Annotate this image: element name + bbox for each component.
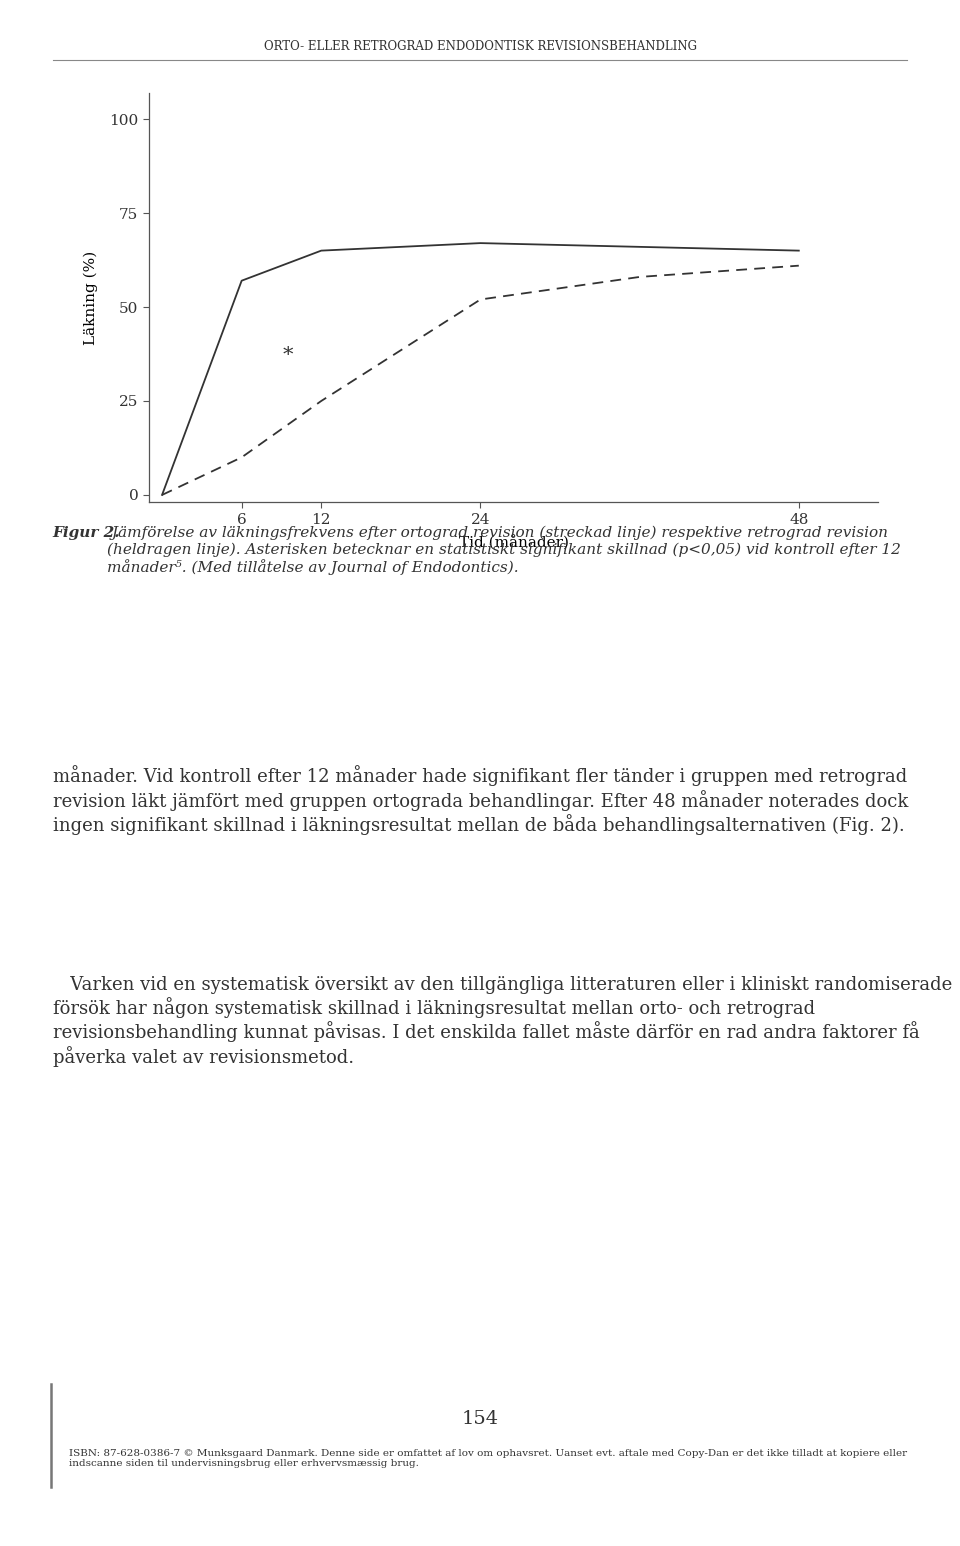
Y-axis label: Läkning (%): Läkning (%) bbox=[84, 250, 98, 345]
Text: Jämförelse av läkningsfrekvens efter ortograd revision (streckad linje) respekti: Jämförelse av läkningsfrekvens efter ort… bbox=[107, 526, 900, 575]
Text: Figur 2.: Figur 2. bbox=[53, 526, 120, 540]
Text: Varken vid en systematisk översikt av den tillgängliga litteraturen eller i klin: Varken vid en systematisk översikt av de… bbox=[53, 976, 952, 1067]
Text: *: * bbox=[283, 346, 294, 365]
Text: ORTO- ELLER RETROGRAD ENDODONTISK REVISIONSBEHANDLING: ORTO- ELLER RETROGRAD ENDODONTISK REVISI… bbox=[263, 40, 697, 53]
Text: ISBN: 87-628-0386-7 © Munksgaard Danmark. Denne side er omfattet af lov om ophav: ISBN: 87-628-0386-7 © Munksgaard Danmark… bbox=[69, 1449, 907, 1469]
Text: månader. Vid kontroll efter 12 månader hade signifikant fler tänder i gruppen me: månader. Vid kontroll efter 12 månader h… bbox=[53, 765, 908, 835]
Text: 154: 154 bbox=[462, 1410, 498, 1429]
X-axis label: Tid (månader): Tid (månader) bbox=[459, 535, 568, 550]
